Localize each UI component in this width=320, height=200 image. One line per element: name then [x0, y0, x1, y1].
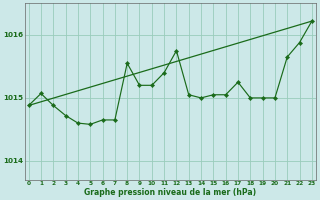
X-axis label: Graphe pression niveau de la mer (hPa): Graphe pression niveau de la mer (hPa)	[84, 188, 256, 197]
